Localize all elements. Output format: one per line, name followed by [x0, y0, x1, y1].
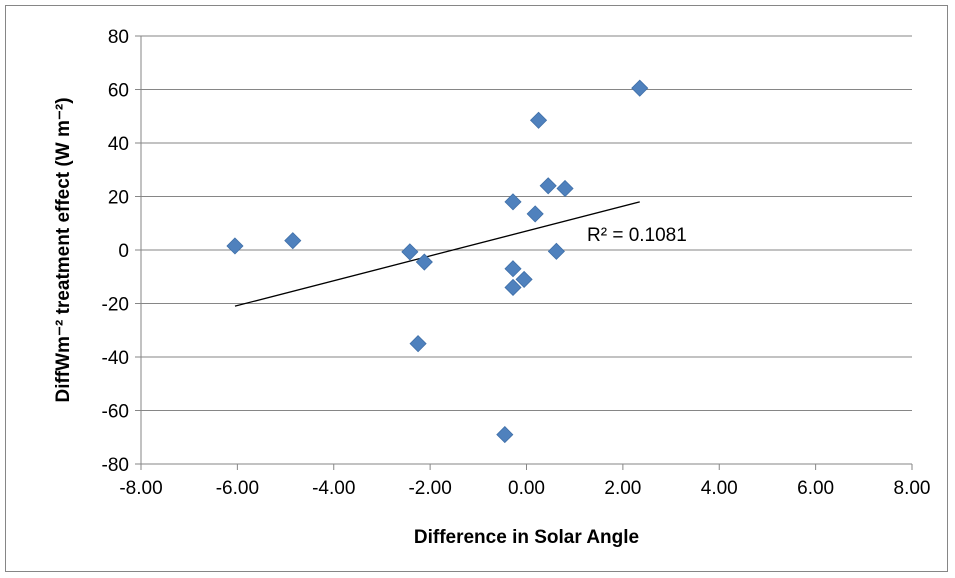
data-point [496, 426, 514, 444]
data-point [504, 278, 522, 297]
data-points [226, 79, 649, 444]
x-tick-label: 8.00 [894, 478, 931, 499]
data-point [529, 111, 548, 129]
x-tick-label: -2.00 [408, 478, 451, 499]
y-tick-label: -20 [102, 295, 129, 316]
data-point [401, 243, 419, 261]
x-tick-label: 6.00 [797, 478, 834, 499]
axes [135, 35, 913, 470]
y-tick-label: -40 [102, 348, 129, 369]
tick-labels: -80 -60 -40 -20 0 20 40 60 80 -8.00 -6.00 -4.00 -2.0… [102, 27, 931, 499]
data-point [409, 335, 427, 353]
y-tick-label: -80 [102, 455, 129, 476]
x-axis-title: Difference in Solar Angle [414, 527, 639, 548]
data-point [504, 193, 522, 211]
data-point [631, 79, 649, 97]
y-tick-label: 80 [108, 27, 129, 48]
trendline [234, 201, 640, 307]
data-point [284, 232, 302, 250]
data-point [547, 242, 565, 260]
r-squared-label: R² = 0.1081 [587, 225, 687, 246]
y-tick-label: 20 [108, 188, 129, 209]
data-point [556, 179, 574, 198]
data-point [539, 177, 557, 195]
data-point [526, 205, 544, 223]
data-point [226, 237, 244, 255]
x-tick-label: -6.00 [216, 478, 259, 499]
gridlines [141, 35, 912, 411]
x-tick-label: 0.00 [508, 478, 545, 499]
trendline-group [234, 201, 640, 307]
y-tick-label: 40 [108, 134, 129, 155]
y-tick-label: 60 [108, 81, 129, 102]
data-point [415, 253, 433, 271]
x-tick-label: -8.00 [119, 478, 162, 499]
y-tick-label: 0 [118, 241, 129, 262]
x-tick-label: 4.00 [701, 478, 738, 499]
y-tick-label: -60 [102, 402, 129, 423]
x-tick-label: 2.00 [604, 478, 641, 499]
data-point [515, 270, 533, 288]
data-point [504, 260, 522, 278]
x-tick-label: -4.00 [312, 478, 355, 499]
chart-frame [5, 5, 948, 572]
y-axis-title: DiffWm⁻² treatment effect (W m⁻²) [53, 97, 74, 402]
